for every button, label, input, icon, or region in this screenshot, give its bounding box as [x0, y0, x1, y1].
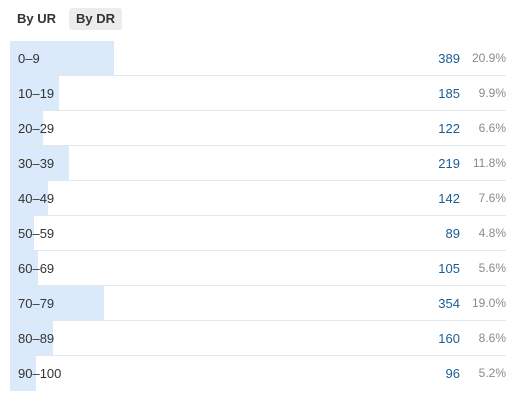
table-row[interactable]: 90–100 96 5.2% [10, 356, 506, 391]
share-bar [10, 181, 48, 215]
distribution-table: 0–9 389 20.9% 10–19 185 9.9% 20–29 122 6… [10, 41, 506, 391]
percent-value: 19.0% [471, 296, 506, 310]
table-row[interactable]: 60–69 105 5.6% [10, 251, 506, 286]
count-link[interactable]: 185 [438, 86, 460, 101]
share-bar [10, 286, 105, 320]
range-label: 60–69 [18, 261, 55, 276]
table-row[interactable]: 20–29 122 6.6% [10, 111, 506, 146]
share-bar [10, 251, 38, 285]
range-label: 10–19 [18, 86, 55, 101]
percent-value: 7.6% [478, 191, 506, 205]
share-bar [10, 146, 69, 180]
share-bar [10, 41, 114, 75]
percent-value: 5.2% [478, 366, 506, 380]
count-link[interactable]: 219 [438, 156, 460, 171]
count-link[interactable]: 354 [438, 296, 460, 311]
table-row[interactable]: 70–79 354 19.0% [10, 286, 506, 321]
share-bar [10, 216, 34, 250]
share-bar [10, 356, 36, 391]
range-label: 0–9 [18, 51, 40, 66]
percent-value: 11.8% [472, 156, 506, 170]
percent-value: 8.6% [478, 331, 506, 345]
range-label: 90–100 [18, 366, 62, 381]
range-label: 70–79 [18, 296, 55, 311]
count-link[interactable]: 389 [438, 51, 460, 66]
table-row[interactable]: 80–89 160 8.6% [10, 321, 506, 356]
percent-value: 5.6% [478, 261, 506, 275]
count-link[interactable]: 105 [438, 261, 460, 276]
tab-by-ur[interactable]: By UR [17, 11, 57, 26]
count-link[interactable]: 89 [445, 226, 460, 241]
table-row[interactable]: 30–39 219 11.8% [10, 146, 506, 181]
table-row[interactable]: 0–9 389 20.9% [10, 41, 506, 76]
share-bar [10, 321, 53, 355]
distribution-tabs: By UR By DR [10, 8, 123, 30]
count-link[interactable]: 142 [438, 191, 460, 206]
share-bar [10, 111, 43, 145]
count-link[interactable]: 160 [438, 331, 460, 346]
table-row[interactable]: 40–49 142 7.6% [10, 181, 506, 216]
range-label: 30–39 [18, 156, 55, 171]
range-label: 50–59 [18, 226, 55, 241]
tab-by-dr[interactable]: By DR [69, 8, 123, 30]
range-label: 20–29 [18, 121, 55, 136]
range-label: 80–89 [18, 331, 55, 346]
count-link[interactable]: 96 [445, 366, 460, 381]
count-link[interactable]: 122 [438, 121, 460, 136]
percent-value: 6.6% [478, 121, 506, 135]
percent-value: 9.9% [478, 86, 506, 100]
percent-value: 4.8% [478, 226, 506, 240]
percent-value: 20.9% [471, 51, 506, 65]
table-row[interactable]: 10–19 185 9.9% [10, 76, 506, 111]
share-bar [10, 76, 60, 110]
table-row[interactable]: 50–59 89 4.8% [10, 216, 506, 251]
range-label: 40–49 [18, 191, 55, 206]
